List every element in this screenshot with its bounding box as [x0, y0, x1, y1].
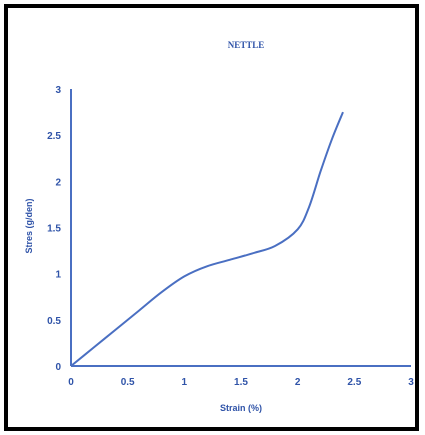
y-tick-label: 2.5	[47, 131, 61, 142]
x-tick-label: 0	[68, 377, 74, 388]
y-tick-labels: 0 0.5 1 1.5 2 2.5 3	[47, 85, 61, 373]
chart-title: NETTLE	[228, 40, 265, 50]
x-tick-label: 0.5	[121, 377, 135, 388]
x-tick-labels: 0 0.5 1 1.5 2 2.5 3	[68, 377, 414, 388]
y-tick-label: 0.5	[47, 316, 61, 327]
stress-strain-line	[70, 111, 344, 367]
axes	[70, 89, 411, 367]
x-tick-label: 1	[182, 377, 188, 388]
y-axis-label: Stres (g/den)	[24, 198, 34, 253]
x-tick-label: 2	[295, 377, 301, 388]
chart-frame	[4, 4, 419, 431]
y-tick-label: 2	[55, 177, 61, 188]
y-tick-label: 0	[55, 362, 61, 373]
x-tick-label: 1.5	[234, 377, 248, 388]
y-tick-label: 1	[55, 270, 61, 281]
y-tick-label: 1.5	[47, 224, 61, 235]
x-tick-label: 2.5	[347, 377, 361, 388]
x-tick-label: 3	[408, 377, 414, 388]
y-tick-label: 3	[55, 85, 61, 96]
x-axis-label: Strain (%)	[220, 403, 262, 413]
